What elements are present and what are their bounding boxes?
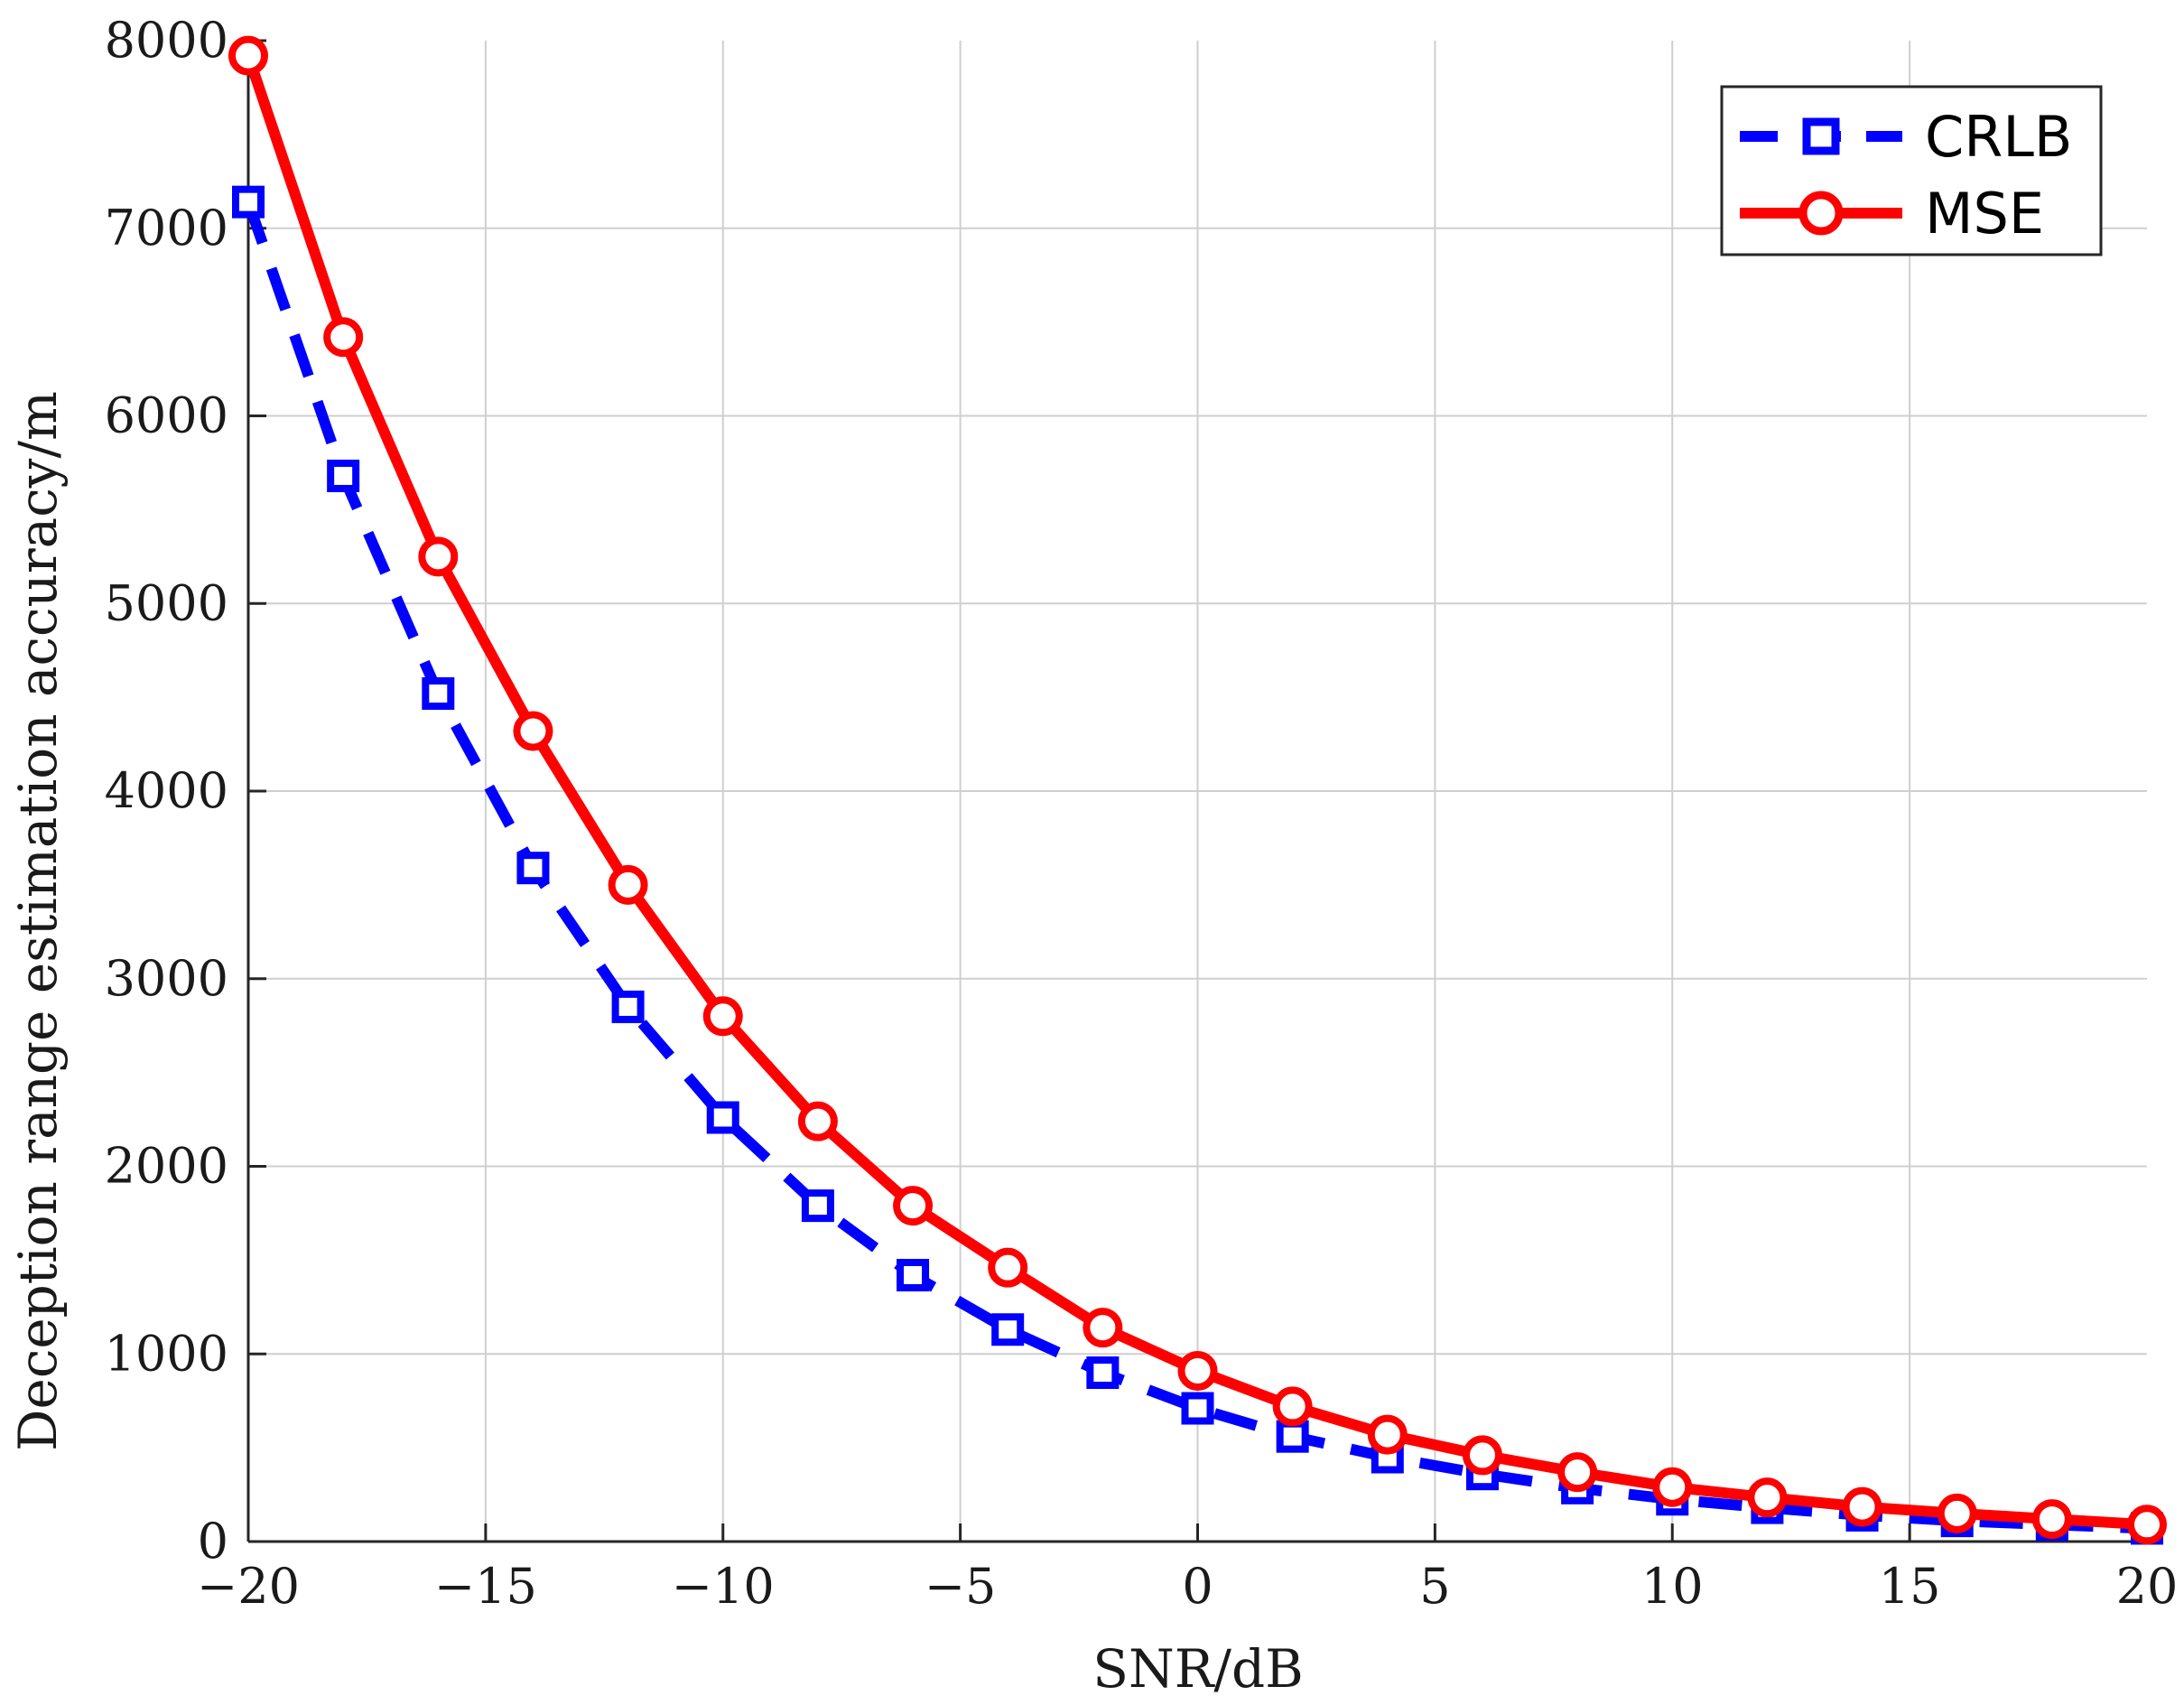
y-tick-label: 5000 bbox=[105, 574, 228, 631]
x-tick-label: −5 bbox=[925, 1558, 997, 1615]
crlb-data-point bbox=[327, 459, 360, 492]
mse-data-point bbox=[418, 536, 459, 577]
mse-data-point bbox=[1557, 1452, 1598, 1493]
y-tick-label: 0 bbox=[198, 1513, 228, 1570]
mse-data-point bbox=[1652, 1467, 1693, 1507]
legend-box bbox=[1720, 85, 2103, 256]
mse-data-point bbox=[1937, 1493, 1977, 1533]
mse-data-point bbox=[1462, 1435, 1502, 1476]
legend-marker-crlb bbox=[1802, 117, 1840, 155]
crlb-data-point bbox=[1086, 1356, 1120, 1390]
mse-data-point bbox=[1747, 1477, 1788, 1518]
mse-data-point bbox=[1177, 1350, 1218, 1391]
legend-label-mse: MSE bbox=[1925, 181, 2044, 247]
y-tick-label: 2000 bbox=[105, 1138, 228, 1195]
x-tick-label: −20 bbox=[197, 1558, 300, 1615]
x-axis-label: SNR/dB bbox=[1092, 1638, 1303, 1700]
mse-data-point bbox=[702, 996, 743, 1037]
x-tick-label: −10 bbox=[672, 1558, 775, 1615]
mse-data-point bbox=[608, 864, 648, 905]
crlb-data-point bbox=[897, 1258, 930, 1291]
crlb-data-point bbox=[801, 1189, 834, 1223]
crlb-data-point bbox=[422, 676, 455, 710]
mse-data-point bbox=[323, 317, 364, 358]
crlb-series-line bbox=[243, 200, 2148, 1534]
x-tick-label: 15 bbox=[1879, 1558, 1941, 1615]
y-tick-label: 3000 bbox=[105, 950, 228, 1007]
mse-data-point bbox=[1083, 1308, 1123, 1348]
crlb-data-point bbox=[611, 990, 645, 1023]
y-tick-label: 7000 bbox=[105, 200, 228, 256]
x-tick-label: 0 bbox=[1182, 1558, 1213, 1615]
y-tick-label: 6000 bbox=[105, 387, 228, 444]
crlb-data-point bbox=[516, 852, 550, 885]
mse-data-point bbox=[1272, 1386, 1313, 1427]
mse-data-point bbox=[988, 1247, 1028, 1288]
y-axis-ticks: 0 1000 2000 3000 4000 5000 6000 7000 8000 bbox=[105, 12, 266, 1570]
y-axis-label: Deception range estimation accuracy/m bbox=[7, 391, 69, 1451]
mse-data-point bbox=[1842, 1486, 1882, 1527]
mse-data-point bbox=[2031, 1499, 2072, 1540]
x-tick-label: 10 bbox=[1641, 1558, 1704, 1615]
mse-data-point bbox=[228, 35, 268, 76]
crlb-data-point bbox=[1181, 1392, 1214, 1425]
crlb-data-point bbox=[991, 1313, 1025, 1346]
crlb-data-point bbox=[706, 1101, 739, 1134]
y-tick-label: 8000 bbox=[105, 12, 228, 69]
mse-data-point bbox=[2127, 1505, 2167, 1545]
crlb-data-point bbox=[232, 185, 265, 219]
crlb-data-point bbox=[1276, 1420, 1309, 1453]
mse-data-point bbox=[513, 711, 553, 751]
mse-data-point bbox=[797, 1101, 838, 1141]
mse-data-point bbox=[1367, 1414, 1408, 1455]
plot-series bbox=[228, 35, 2167, 1545]
x-tick-label: 5 bbox=[1419, 1558, 1450, 1615]
x-tick-label: 20 bbox=[2116, 1558, 2179, 1615]
legend-marker-mse bbox=[1798, 191, 1844, 236]
legend: CRLB MSE bbox=[1720, 85, 2103, 256]
grid bbox=[248, 41, 2147, 1542]
x-axis-ticks: −20 −15 −10 −5 0 5 10 15 20 bbox=[197, 1523, 2178, 1615]
mse-data-point bbox=[893, 1186, 934, 1226]
legend-label-crlb: CRLB bbox=[1925, 104, 2072, 170]
y-tick-label: 4000 bbox=[105, 762, 228, 819]
y-tick-label: 1000 bbox=[105, 1325, 228, 1382]
x-tick-label: −15 bbox=[434, 1558, 537, 1615]
